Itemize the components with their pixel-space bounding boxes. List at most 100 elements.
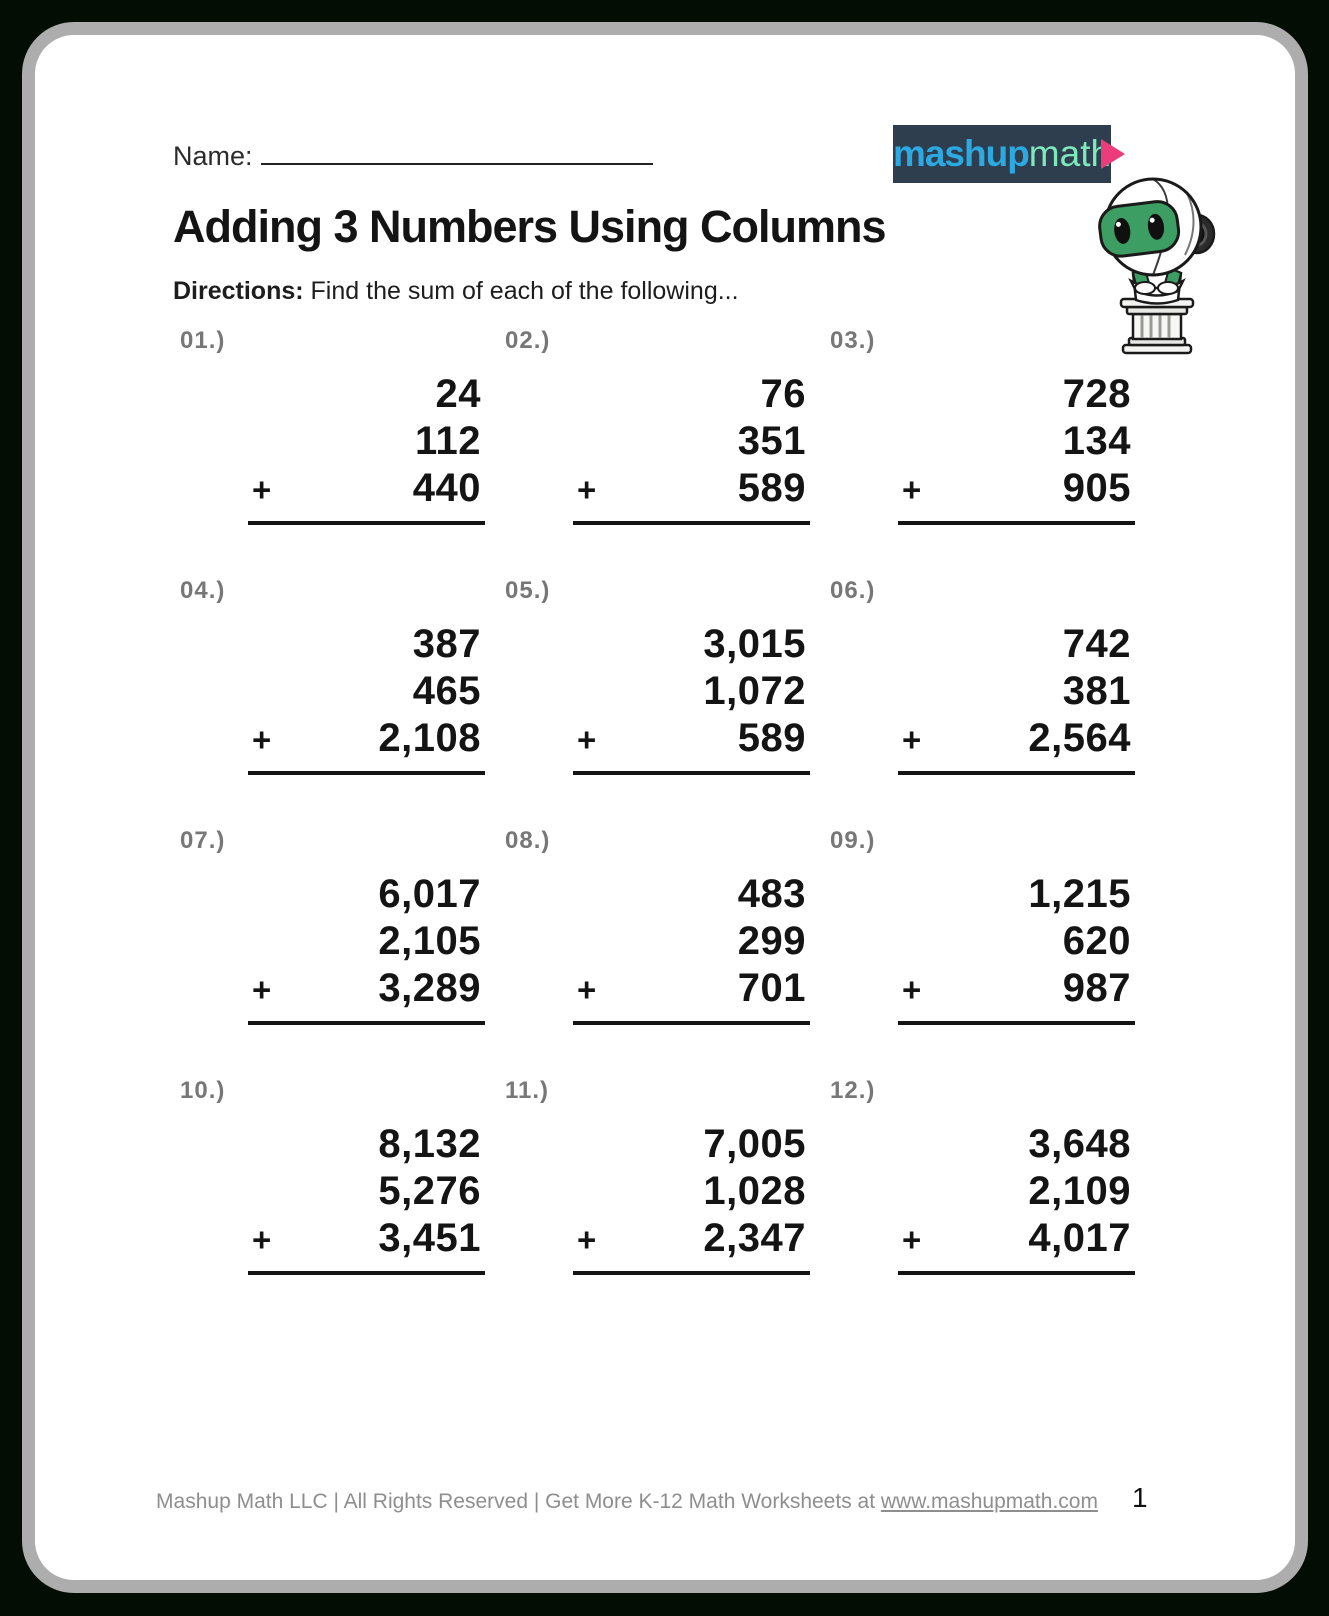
operator-row: + 440 [248, 465, 485, 525]
addend: 1,215 [1028, 872, 1131, 916]
addend: 8,132 [378, 1122, 481, 1166]
plus-operator: + [577, 1221, 597, 1258]
addend: 112 [414, 419, 481, 463]
addend: 134 [1062, 419, 1131, 463]
problem-label: 02.) [505, 327, 551, 354]
addition-stack: 1,215 620 + 987 [898, 871, 1135, 1025]
operator-row: + 701 [573, 965, 810, 1025]
plus-operator: + [902, 471, 922, 508]
plus-operator: + [252, 471, 272, 508]
plus-operator: + [252, 721, 272, 758]
operator-row: + 3,289 [248, 965, 485, 1025]
addend: 2,109 [1028, 1169, 1131, 1213]
addend: 4,017 [1028, 1216, 1131, 1260]
problem-03: 03.) 728 134 + 905 [830, 327, 1155, 577]
addition-stack: 24 112 + 440 [248, 371, 485, 525]
operator-row: + 2,564 [898, 715, 1135, 775]
addition-stack: 7,005 1,028 + 2,347 [573, 1121, 810, 1275]
problem-label: 08.) [505, 827, 551, 854]
problem-label: 09.) [830, 827, 876, 854]
addend: 3,451 [378, 1216, 481, 1260]
addend: 742 [1062, 622, 1131, 666]
plus-operator: + [577, 971, 597, 1008]
operator-row: + 987 [898, 965, 1135, 1025]
addend: 3,015 [703, 622, 806, 666]
addend: 905 [1062, 466, 1131, 510]
addition-stack: 6,017 2,105 + 3,289 [248, 871, 485, 1025]
operator-row: + 589 [573, 465, 810, 525]
addend: 5,276 [378, 1169, 481, 1213]
problem-12: 12.) 3,648 2,109 + 4,017 [830, 1077, 1155, 1327]
name-row: Name: [173, 139, 653, 172]
operator-row: + 589 [573, 715, 810, 775]
addition-stack: 387 465 + 2,108 [248, 621, 485, 775]
addend: 2,108 [378, 716, 481, 760]
worksheet-page: Name: mashup math [22, 22, 1308, 1593]
problem-05: 05.) 3,015 1,072 + 589 [505, 577, 830, 827]
addend: 76 [760, 372, 806, 416]
directions-text: Find the sum of each of the following... [303, 277, 739, 305]
plus-operator: + [252, 1221, 272, 1258]
logo-text-mashup: mashup [892, 133, 1030, 174]
operator-row: + 4,017 [898, 1215, 1135, 1275]
addend: 589 [737, 716, 806, 760]
addition-stack: 3,648 2,109 + 4,017 [898, 1121, 1135, 1275]
addend: 381 [1062, 669, 1131, 713]
addend: 2,347 [703, 1216, 806, 1260]
plus-operator: + [577, 471, 597, 508]
addition-stack: 3,015 1,072 + 589 [573, 621, 810, 775]
name-input-line[interactable] [260, 139, 653, 165]
addend: 299 [737, 919, 806, 963]
problem-06: 06.) 742 381 + 2,564 [830, 577, 1155, 827]
name-label: Name: [173, 141, 253, 171]
addend: 1,072 [703, 669, 806, 713]
plus-operator: + [577, 721, 597, 758]
problem-07: 07.) 6,017 2,105 + 3,289 [180, 827, 505, 1077]
problem-08: 08.) 483 299 + 701 [505, 827, 830, 1077]
footer-copyright-text: Mashup Math LLC | All Rights Reserved | … [156, 1490, 881, 1513]
problem-02: 02.) 76 351 + 589 [505, 327, 830, 577]
plus-operator: + [902, 1221, 922, 1258]
operator-row: + 2,108 [248, 715, 485, 775]
logo-text-math: math [1028, 133, 1112, 174]
addend: 6,017 [378, 872, 481, 916]
plus-operator: + [252, 971, 272, 1008]
footer-website-link[interactable]: www.mashupmath.com [880, 1490, 1098, 1513]
problem-label: 04.) [180, 577, 226, 604]
problem-label: 01.) [180, 327, 226, 354]
addend: 483 [737, 872, 806, 916]
addend: 3,648 [1028, 1122, 1131, 1166]
problem-label: 07.) [180, 827, 226, 854]
problems-grid: 01.) 24 112 + 440 02.) 76 351 + 589 [180, 327, 1165, 1327]
footer: Mashup Math LLC | All Rights Reserved | … [35, 1490, 1295, 1514]
mashupmath-logo: mashup math [892, 125, 1125, 183]
addend: 2,105 [378, 919, 481, 963]
addition-stack: 8,132 5,276 + 3,451 [248, 1121, 485, 1275]
problem-01: 01.) 24 112 + 440 [180, 327, 505, 577]
addend: 1,028 [703, 1169, 806, 1213]
addend: 728 [1062, 372, 1131, 416]
addend: 620 [1062, 919, 1131, 963]
directions-label: Directions: [173, 277, 304, 305]
directions: Directions: Find the sum of each of the … [173, 277, 739, 306]
addend: 440 [412, 466, 481, 510]
problem-10: 10.) 8,132 5,276 + 3,451 [180, 1077, 505, 1327]
addend: 3,289 [378, 966, 481, 1010]
worksheet-title: Adding 3 Numbers Using Columns [173, 201, 887, 252]
addition-stack: 483 299 + 701 [573, 871, 810, 1025]
operator-row: + 905 [898, 465, 1135, 525]
problem-label: 11.) [505, 1077, 550, 1104]
addend: 465 [412, 669, 481, 713]
addend: 701 [737, 966, 806, 1010]
addend: 24 [435, 372, 481, 416]
play-triangle-icon [1101, 139, 1125, 169]
problem-11: 11.) 7,005 1,028 + 2,347 [505, 1077, 830, 1327]
problem-label: 10.) [180, 1077, 226, 1104]
problem-label: 06.) [830, 577, 876, 604]
problem-09: 09.) 1,215 620 + 987 [830, 827, 1155, 1077]
problem-label: 03.) [830, 327, 876, 354]
plus-operator: + [902, 971, 922, 1008]
addend: 351 [737, 419, 806, 463]
addition-stack: 728 134 + 905 [898, 371, 1135, 525]
addend: 987 [1062, 966, 1131, 1010]
